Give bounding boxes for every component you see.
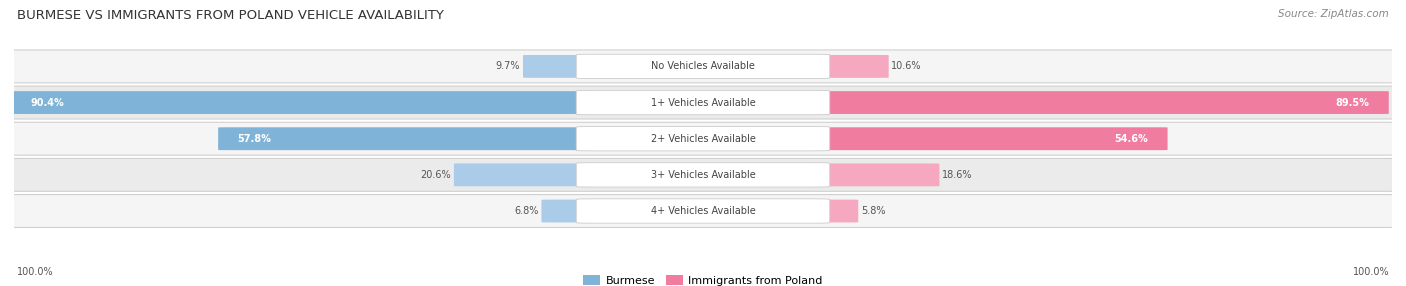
FancyBboxPatch shape: [0, 194, 1406, 227]
Text: 10.6%: 10.6%: [891, 61, 922, 72]
FancyBboxPatch shape: [806, 55, 889, 78]
FancyBboxPatch shape: [218, 127, 600, 150]
FancyBboxPatch shape: [576, 90, 830, 115]
Text: 57.8%: 57.8%: [238, 134, 271, 144]
FancyBboxPatch shape: [806, 127, 1167, 150]
Text: 3+ Vehicles Available: 3+ Vehicles Available: [651, 170, 755, 180]
Text: 20.6%: 20.6%: [420, 170, 451, 180]
FancyBboxPatch shape: [806, 91, 1389, 114]
Text: 100.0%: 100.0%: [1353, 267, 1389, 277]
Text: 4+ Vehicles Available: 4+ Vehicles Available: [651, 206, 755, 216]
FancyBboxPatch shape: [0, 86, 1406, 119]
FancyBboxPatch shape: [576, 54, 830, 79]
Text: 5.8%: 5.8%: [860, 206, 886, 216]
Text: 2+ Vehicles Available: 2+ Vehicles Available: [651, 134, 755, 144]
FancyBboxPatch shape: [806, 200, 858, 223]
FancyBboxPatch shape: [454, 163, 600, 186]
FancyBboxPatch shape: [806, 163, 939, 186]
FancyBboxPatch shape: [541, 200, 600, 223]
Text: 9.7%: 9.7%: [496, 61, 520, 72]
FancyBboxPatch shape: [0, 158, 1406, 191]
Text: 90.4%: 90.4%: [31, 98, 65, 108]
FancyBboxPatch shape: [0, 50, 1406, 83]
FancyBboxPatch shape: [576, 199, 830, 223]
Text: 6.8%: 6.8%: [515, 206, 538, 216]
FancyBboxPatch shape: [11, 91, 600, 114]
Text: 100.0%: 100.0%: [17, 267, 53, 277]
Text: No Vehicles Available: No Vehicles Available: [651, 61, 755, 72]
Text: 18.6%: 18.6%: [942, 170, 973, 180]
Text: 1+ Vehicles Available: 1+ Vehicles Available: [651, 98, 755, 108]
FancyBboxPatch shape: [576, 126, 830, 151]
FancyBboxPatch shape: [0, 122, 1406, 155]
Text: 89.5%: 89.5%: [1336, 98, 1369, 108]
Legend: Burmese, Immigrants from Poland: Burmese, Immigrants from Poland: [579, 271, 827, 286]
Text: 54.6%: 54.6%: [1115, 134, 1149, 144]
Text: BURMESE VS IMMIGRANTS FROM POLAND VEHICLE AVAILABILITY: BURMESE VS IMMIGRANTS FROM POLAND VEHICL…: [17, 9, 444, 21]
FancyBboxPatch shape: [523, 55, 600, 78]
Text: Source: ZipAtlas.com: Source: ZipAtlas.com: [1278, 9, 1389, 19]
FancyBboxPatch shape: [576, 163, 830, 187]
